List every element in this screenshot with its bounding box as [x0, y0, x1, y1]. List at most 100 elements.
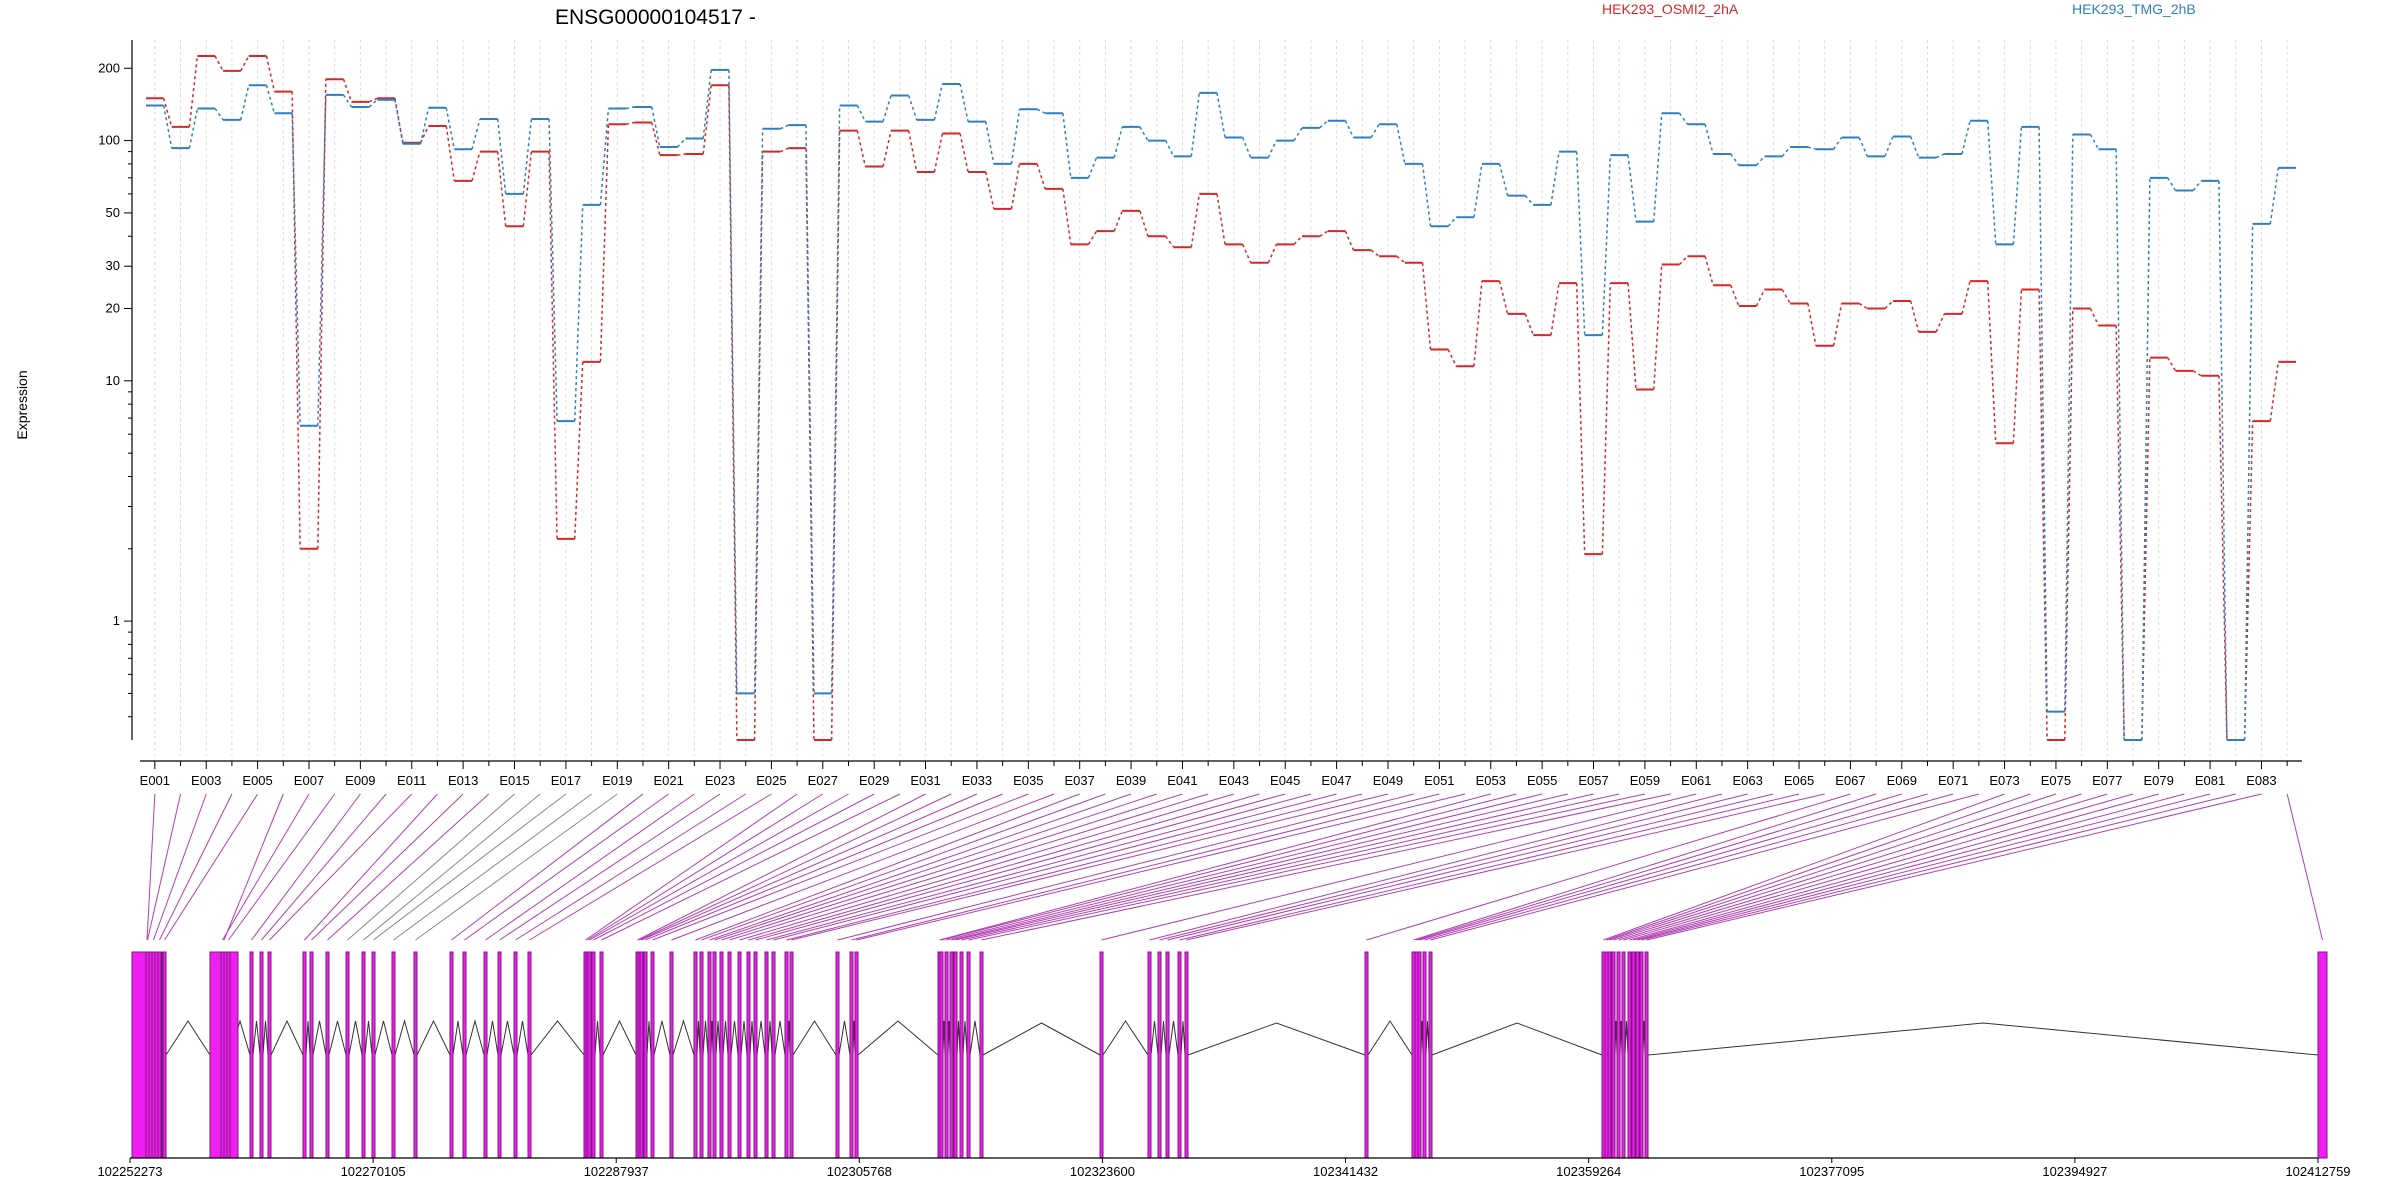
- exon-block: [944, 951, 949, 1159]
- legend-entry-series-1: HEK293_OSMI2_2hA: [1602, 1, 1739, 17]
- series-connector: [599, 108, 610, 205]
- series-connector: [2115, 149, 2125, 741]
- series-connector: [1473, 163, 1483, 218]
- series-connector: [856, 130, 867, 167]
- exon-block: [693, 951, 698, 1159]
- exon-connector-line: [748, 793, 1260, 941]
- intron-line: [312, 1020, 327, 1056]
- intron-line: [1150, 1020, 1159, 1056]
- exon-connector-line: [153, 793, 207, 941]
- series-connector: [162, 105, 173, 149]
- x-tick-label: E039: [1116, 773, 1146, 788]
- series-connector: [728, 69, 738, 694]
- exon-connector-line: [1186, 793, 1825, 941]
- series-connector: [2089, 308, 2100, 326]
- intron-line: [767, 1020, 773, 1056]
- exon-block: [979, 951, 984, 1159]
- y-axis-label: Expression: [14, 370, 30, 439]
- series-connector: [1113, 210, 1123, 232]
- intron-line: [594, 1020, 601, 1056]
- series-connector: [471, 118, 481, 150]
- series-connector: [2089, 134, 2100, 150]
- exon-connector-line: [837, 793, 1414, 941]
- series-connector: [1062, 188, 1072, 245]
- series-connector: [1986, 120, 1997, 245]
- series-connector: [805, 125, 815, 694]
- series-connector: [1858, 137, 1868, 157]
- exon-block: [1616, 951, 1621, 1159]
- series-connector: [1524, 195, 1534, 206]
- exon-connector-line: [791, 793, 1389, 941]
- series-connector: [419, 125, 430, 144]
- series-connector: [985, 171, 995, 209]
- series-connector: [1550, 283, 1560, 336]
- series-connector: [1190, 92, 1201, 157]
- series-connector: [676, 138, 687, 148]
- exon-connector-line: [1416, 793, 1902, 941]
- exon-connector-line: [251, 793, 361, 941]
- series-connector: [471, 151, 481, 182]
- x-tick-label: E059: [1630, 773, 1660, 788]
- series-connector: [548, 118, 558, 422]
- intron-line: [672, 1019, 695, 1056]
- series-connector: [445, 107, 456, 150]
- intron-line: [730, 1020, 739, 1056]
- series-connector: [2243, 223, 2254, 741]
- x-tick-label: E073: [1989, 773, 2019, 788]
- x-tick-label: E035: [1013, 773, 1043, 788]
- exon-block: [162, 951, 167, 1159]
- exon-connector-line: [968, 793, 1645, 941]
- exon-connector-line: [1424, 793, 1954, 941]
- exon-block: [145, 951, 150, 1159]
- series-connector: [1344, 120, 1355, 138]
- series-connector: [1139, 126, 1149, 141]
- intron-line: [348, 1020, 363, 1056]
- exon-block: [1428, 951, 1433, 1159]
- exon-connector-line: [766, 793, 1312, 941]
- x-tick-label: E037: [1065, 773, 1095, 788]
- series-connector: [1139, 210, 1149, 237]
- x-tick-label: E001: [140, 773, 170, 788]
- series-connector: [2141, 357, 2151, 741]
- exon-block: [371, 951, 376, 1159]
- series-1: [146, 54, 2296, 741]
- exon-block: [699, 951, 704, 1159]
- series-connector: [1421, 163, 1432, 227]
- series-connector: [2192, 370, 2202, 377]
- series-connector: [1575, 283, 1586, 555]
- series-connector: [2038, 126, 2048, 712]
- exon-block: [939, 951, 944, 1159]
- series-connector: [882, 95, 892, 122]
- series-connector: [856, 105, 867, 122]
- series-connector: [677, 153, 686, 156]
- series-connector: [651, 106, 661, 148]
- series-connector: [522, 151, 533, 227]
- series-connector: [779, 124, 789, 130]
- exon-connector-line: [1637, 793, 2211, 941]
- exon-block: [727, 951, 732, 1159]
- series-connector: [1884, 136, 1894, 157]
- exon-connector-line: [347, 793, 515, 941]
- intron-line: [394, 1019, 415, 1056]
- series-connector: [1293, 235, 1303, 245]
- series-connector: [2012, 126, 2023, 245]
- series-connector: [1087, 230, 1098, 245]
- exon-connector-line: [311, 793, 464, 941]
- series-connector: [1319, 120, 1329, 129]
- exon-connector-line: [585, 793, 798, 941]
- x-tick-label: E061: [1681, 773, 1711, 788]
- x-tick-label: E007: [294, 773, 324, 788]
- series-connector: [1730, 153, 1740, 166]
- x-tick-label: E021: [653, 773, 683, 788]
- series-connector: [265, 55, 276, 92]
- exon-connector-line: [671, 793, 1055, 941]
- x-tick-label: E045: [1270, 773, 1300, 788]
- intron-line: [262, 1020, 269, 1056]
- series-connector: [1010, 109, 1021, 164]
- series-connector: [2192, 180, 2202, 191]
- exon-connector-line: [1629, 793, 2159, 941]
- series-connector: [1087, 157, 1098, 179]
- exon-connector-line: [146, 793, 156, 941]
- y-tick-label: 200: [98, 60, 120, 75]
- gene-axis-tick-label: 102359264: [1556, 1164, 1621, 1179]
